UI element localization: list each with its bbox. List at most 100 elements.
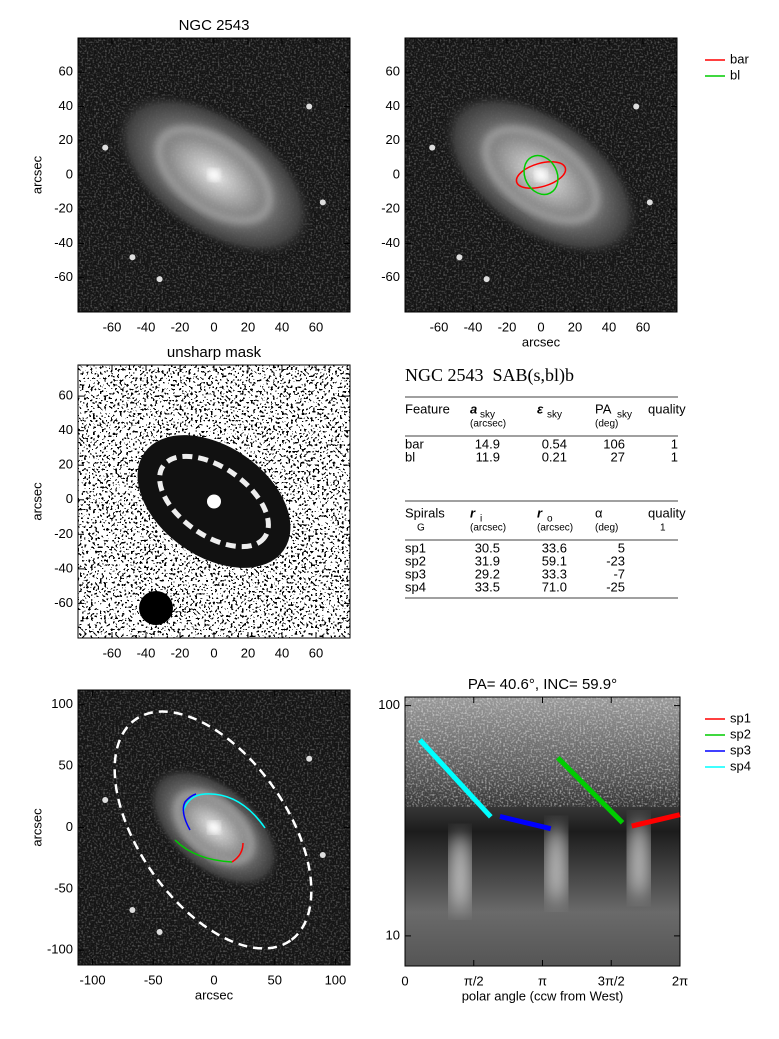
y-tick-label: 0	[66, 166, 73, 181]
column-header-unit: G	[417, 523, 425, 534]
table-cell: 31.9	[475, 553, 500, 568]
spiral-trace	[231, 842, 244, 863]
y-tick-label: -40	[381, 235, 400, 250]
table-cell: 71.0	[542, 579, 567, 594]
table-cell: 11.9	[476, 449, 500, 464]
spiral-segment	[631, 812, 681, 829]
column-header: quality	[648, 401, 686, 416]
star	[102, 797, 109, 803]
deprojection-ellipse	[113, 710, 313, 950]
galaxy-core	[208, 821, 220, 834]
spiral-trace	[182, 793, 266, 829]
star	[456, 254, 463, 261]
star	[156, 276, 163, 283]
star	[429, 144, 436, 151]
x-tick-label: 20	[568, 319, 582, 334]
x-tick-label: 0	[210, 645, 217, 660]
y-tick-label: 40	[386, 98, 400, 113]
table-cell: 59.1	[542, 553, 567, 568]
column-header: α	[595, 505, 603, 520]
x-tick-label: 2π	[672, 973, 688, 988]
galaxy-arm	[174, 791, 254, 864]
column-header: PA	[595, 401, 612, 416]
x-tick-label: -40	[137, 319, 156, 334]
y-tick-label: 100	[51, 696, 73, 711]
table-cell: -25	[606, 579, 625, 594]
column-header-sub: i	[480, 514, 482, 525]
table-cell: 1	[671, 449, 678, 464]
star	[633, 103, 640, 110]
table-cell: 29.2	[475, 566, 500, 581]
column-header: Spirals	[405, 505, 445, 520]
table-cell: 0.54	[542, 436, 567, 451]
table-cell: 30.5	[475, 540, 500, 555]
table-cell: 106	[603, 436, 625, 451]
star	[319, 852, 326, 858]
chart-title: PA= 40.6°, INC= 59.9°	[468, 676, 617, 693]
table-cell: -23	[606, 553, 625, 568]
x-tick-label: 0	[210, 319, 217, 334]
table-cell: 0.21	[542, 449, 567, 464]
x-tick-label: -40	[464, 319, 483, 334]
x-tick-label: 3π/2	[598, 973, 625, 988]
legend-label: sp2	[730, 726, 751, 741]
x-tick-label: π/2	[464, 973, 484, 988]
bright-wisp	[628, 818, 649, 899]
column-header-unit: (deg)	[595, 523, 618, 534]
table-cell: 33.5	[475, 579, 500, 594]
legend-label: bar	[730, 51, 749, 66]
table-cell: 14.9	[475, 436, 500, 451]
star	[129, 254, 136, 261]
x-tick-label: 50	[267, 972, 281, 987]
table-cell: 5	[618, 540, 625, 555]
star	[156, 929, 163, 935]
column-header-sub: sky	[547, 410, 562, 421]
column-header: quality	[648, 505, 686, 520]
galaxy-arm	[483, 127, 599, 223]
star	[129, 907, 136, 913]
y-tick-label: 50	[59, 758, 73, 773]
y-tick-label: -60	[54, 595, 73, 610]
x-tick-label: -60	[103, 645, 122, 660]
y-tick-label: -20	[54, 526, 73, 541]
x-tick-label: 60	[636, 319, 650, 334]
bright-wisp	[546, 823, 567, 904]
x-tick-label: 40	[602, 319, 616, 334]
x-tick-label: 100	[325, 972, 347, 987]
y-tick-label: 20	[386, 132, 400, 147]
chart-title: unsharp mask	[167, 344, 262, 361]
y-tick-label: -20	[54, 201, 73, 216]
overlay	[113, 710, 313, 950]
column-header-sub: sky	[480, 410, 495, 421]
table-cell: 1	[671, 436, 678, 451]
x-axis-label: arcsec	[522, 334, 561, 349]
y-axis-label: arcsec	[29, 808, 44, 847]
axes-layer: -60 -40 -20 0 20 40 60 -60 -40 -20 0 20 40 60 NGC 2543…	[29, 17, 751, 1003]
x-tick-label: 20	[241, 319, 255, 334]
y-tick-label: 60	[59, 64, 73, 79]
y-tick-label: 40	[59, 422, 73, 437]
y-tick-label: 60	[59, 388, 73, 403]
table-cell: sp2	[405, 553, 426, 568]
x-tick-label: -50	[144, 972, 163, 987]
column-header-unit: (arcsec)	[470, 523, 506, 534]
column-header-unit: (deg)	[595, 419, 618, 430]
column-header-unit: (arcsec)	[470, 419, 506, 430]
star	[102, 144, 109, 151]
y-tick-label: -50	[54, 880, 73, 895]
star	[306, 103, 313, 110]
legend-label: sp1	[730, 710, 751, 725]
column-header: a	[470, 401, 477, 416]
y-axis-label: arcsec	[29, 155, 44, 194]
x-tick-label: 60	[309, 645, 323, 660]
mask-star	[139, 591, 173, 625]
x-axis-label: arcsec	[195, 987, 234, 1002]
x-tick-label: -20	[171, 319, 190, 334]
fit-ellipse	[515, 161, 567, 189]
image-noise	[405, 697, 680, 807]
legend-label: bl	[730, 67, 740, 82]
column-header-unit: 1	[660, 523, 666, 534]
table-cell: 27	[611, 449, 625, 464]
table-title: NGC 2543 SAB(s,bl)b	[405, 365, 574, 386]
